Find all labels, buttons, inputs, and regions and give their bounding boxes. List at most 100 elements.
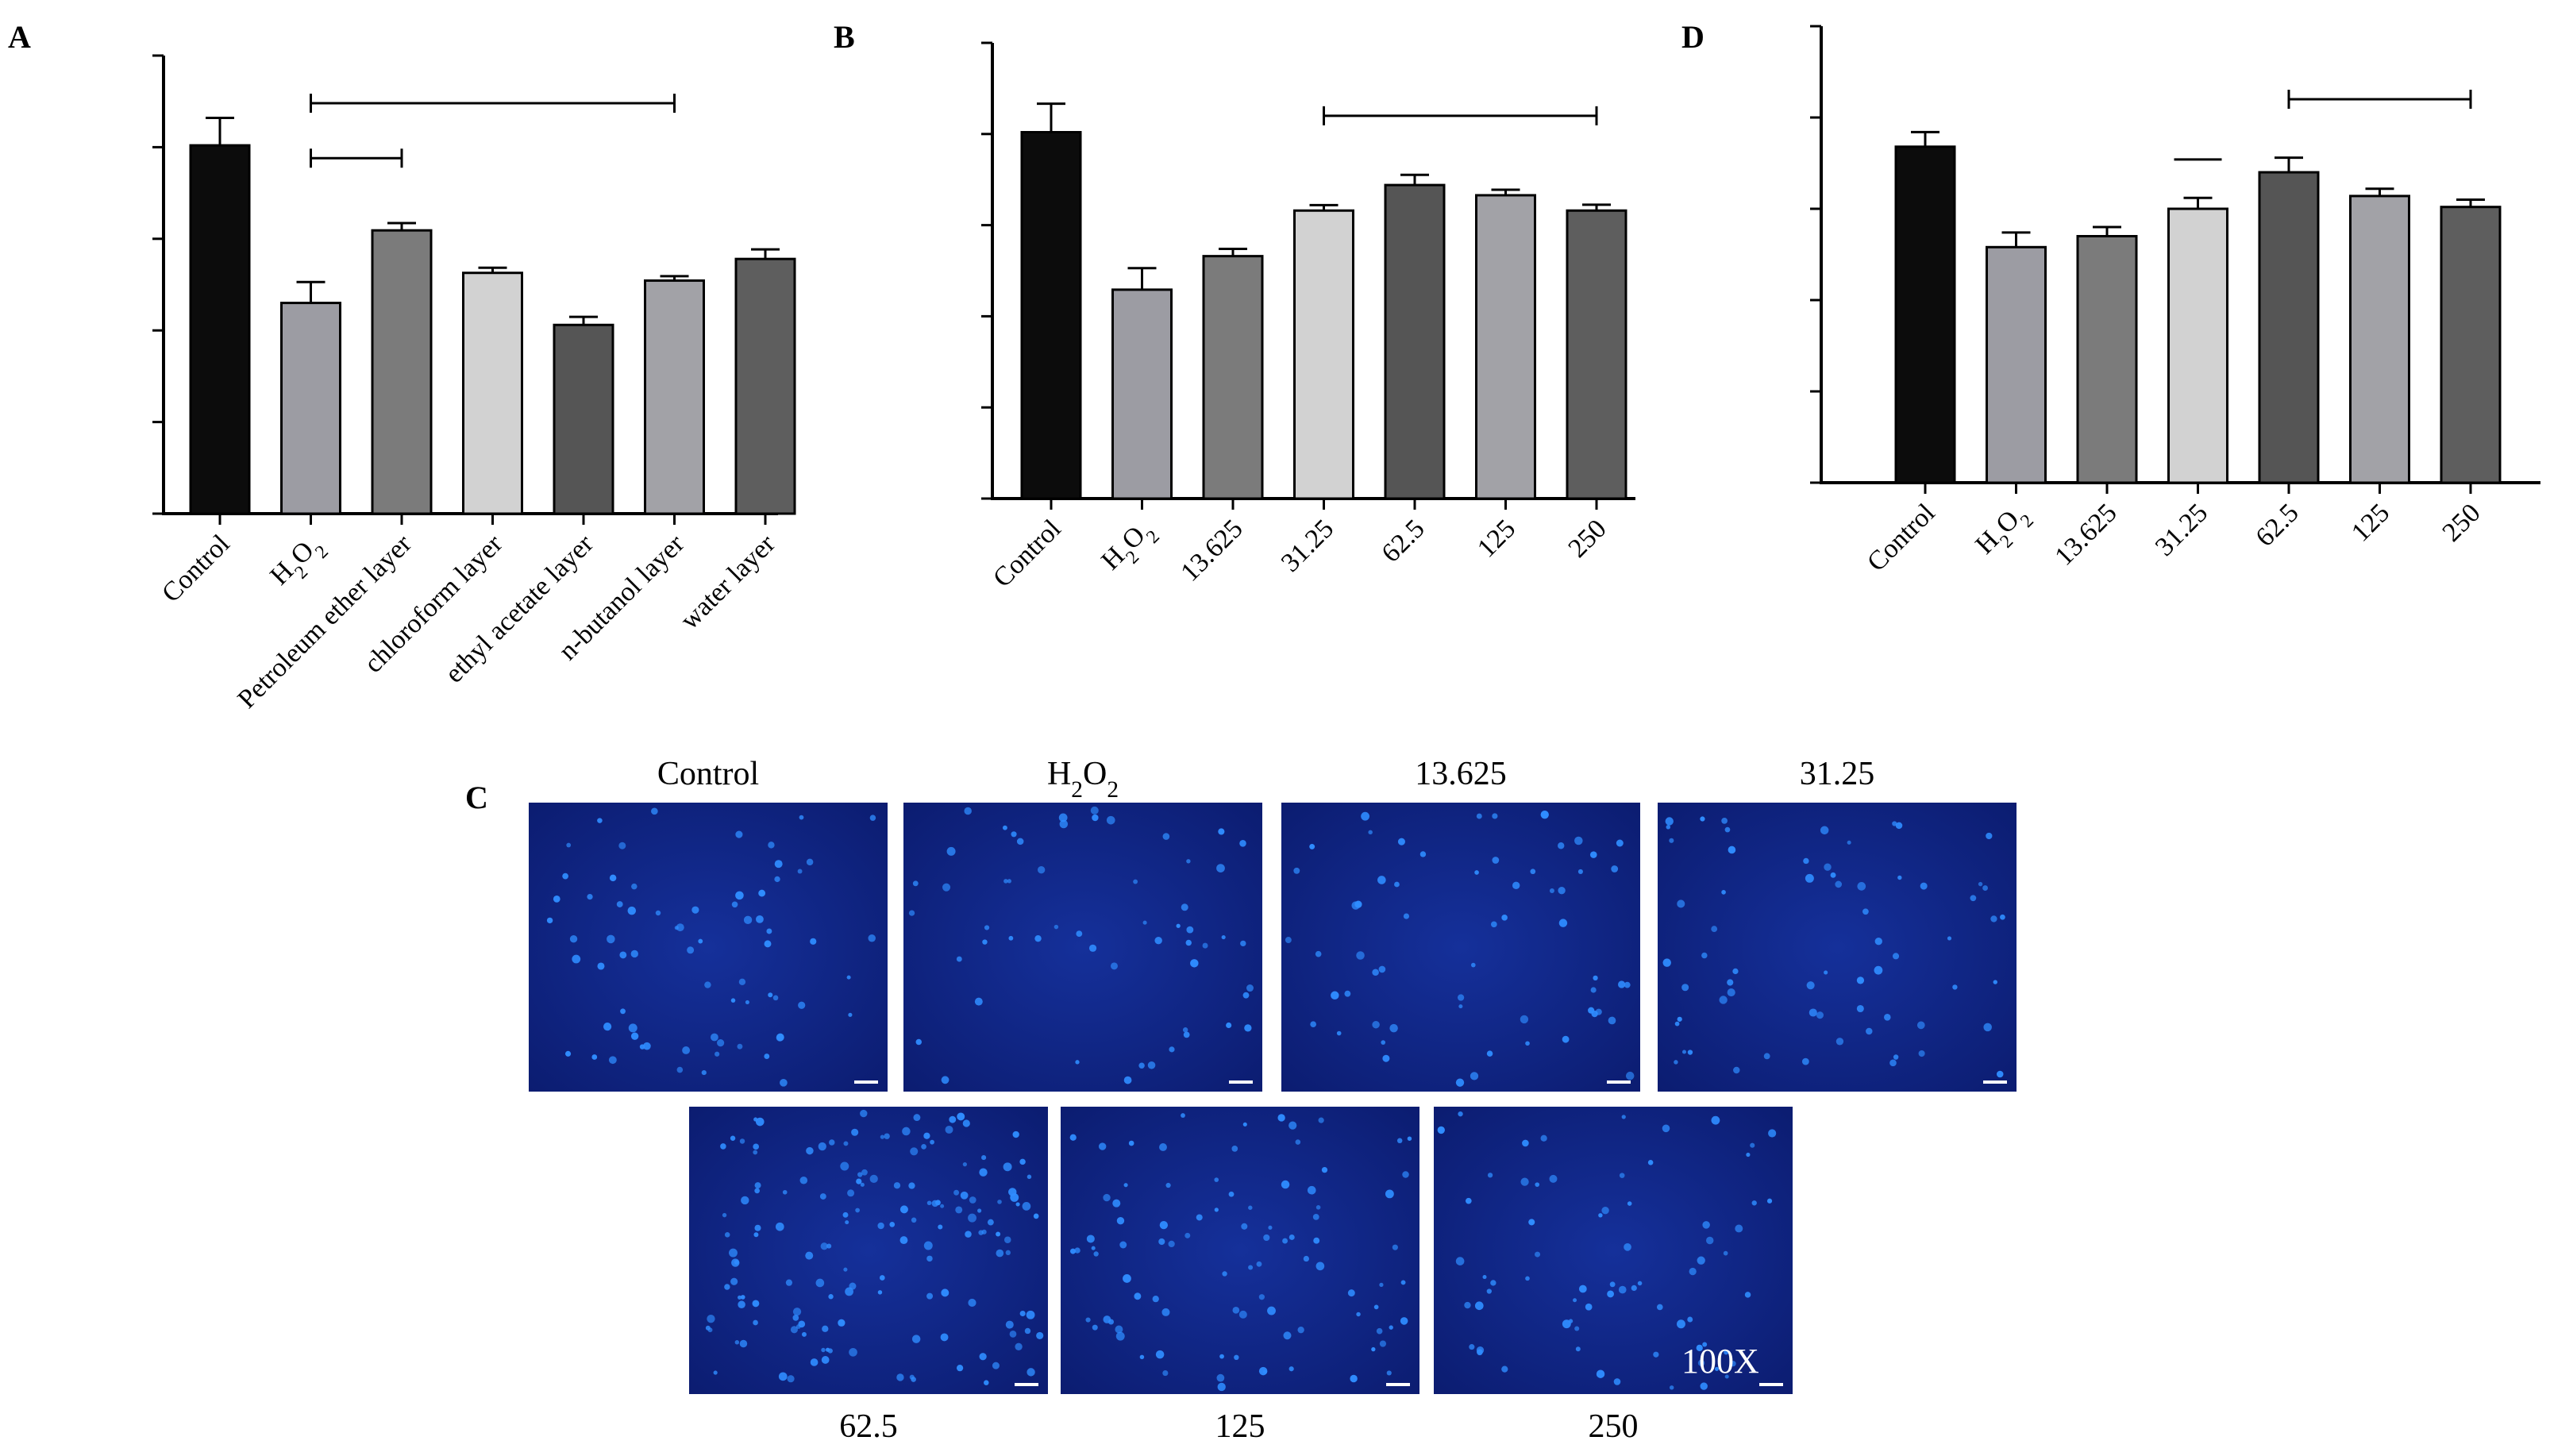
nucleus	[1455, 1078, 1465, 1087]
chart-d-category-label: H2O2	[1970, 498, 2038, 566]
nucleus	[855, 1208, 860, 1213]
nucleus	[1027, 1174, 1032, 1180]
nucleus	[1830, 872, 1836, 878]
nucleus	[1133, 879, 1138, 884]
nucleus	[846, 975, 851, 980]
nucleus	[926, 1255, 933, 1262]
nucleus	[1281, 1180, 1290, 1189]
nucleus	[738, 1295, 742, 1300]
nucleus	[792, 1308, 802, 1316]
nucleus	[715, 1051, 720, 1057]
nucleus	[979, 1168, 988, 1177]
nucleus	[724, 1284, 730, 1290]
nucleus	[805, 1251, 814, 1260]
nucleus	[1196, 1214, 1203, 1221]
nucleus	[1244, 1024, 1252, 1032]
nucleus	[1015, 1342, 1023, 1350]
nucleus	[1256, 1261, 1262, 1267]
nucleus	[953, 1189, 960, 1196]
nucleus	[1625, 1071, 1635, 1080]
nucleus	[1371, 1346, 1376, 1352]
nucleus	[1123, 1183, 1128, 1188]
nucleus	[1637, 1281, 1643, 1286]
nucleus	[741, 1196, 749, 1205]
nucleus	[630, 1032, 639, 1040]
nucleus	[676, 923, 684, 932]
nucleus	[682, 1046, 691, 1054]
nucleus	[1379, 1340, 1386, 1347]
nucleus	[1222, 1271, 1227, 1277]
nucleus	[938, 1224, 943, 1230]
nucleus	[1315, 1204, 1321, 1210]
nucleus	[1115, 1325, 1123, 1334]
nucleus	[1382, 1054, 1390, 1062]
nucleus	[564, 1050, 572, 1057]
micrograph-background	[903, 803, 1262, 1092]
nucleus	[1216, 1373, 1225, 1382]
nucleus	[1123, 1076, 1132, 1084]
micrograph-label: 250	[1589, 1408, 1639, 1445]
nucleus	[752, 1300, 760, 1308]
nucleus	[730, 1135, 736, 1141]
nucleus	[1611, 865, 1619, 872]
nucleus	[1372, 969, 1379, 976]
nucleus	[701, 1069, 707, 1076]
nucleus	[546, 917, 553, 924]
nucleus	[1711, 926, 1718, 932]
nucleus	[908, 910, 915, 916]
nucleus	[707, 1327, 713, 1333]
nucleus	[1024, 1327, 1031, 1335]
nucleus	[711, 1033, 718, 1042]
nucleus	[810, 1358, 819, 1366]
nucleus	[910, 1147, 919, 1156]
nucleus	[1373, 1304, 1379, 1310]
nucleus	[1098, 1142, 1107, 1150]
nucleus	[1315, 1261, 1325, 1271]
nucleus	[1377, 876, 1386, 884]
micrograph-label: Control	[657, 756, 759, 792]
nucleus	[1154, 936, 1162, 945]
chart-d-bar	[2258, 171, 2320, 484]
nucleus	[955, 1206, 963, 1214]
nucleus	[1162, 833, 1170, 840]
nucleus	[1116, 1217, 1125, 1225]
nucleus	[1086, 1235, 1095, 1243]
magnification-label: 100X	[1681, 1342, 1759, 1381]
nucleus	[1677, 899, 1685, 908]
nucleus	[1219, 1354, 1224, 1359]
chart-d-category-label: 13.625	[2049, 498, 2122, 571]
nucleus	[764, 1053, 770, 1059]
nucleus	[861, 1169, 868, 1176]
nucleus	[1568, 1319, 1574, 1323]
nucleus	[766, 928, 772, 934]
nucleus	[1476, 1346, 1485, 1354]
nucleus	[1248, 1205, 1253, 1210]
nucleus	[1751, 1200, 1757, 1206]
nucleus	[984, 925, 990, 930]
nucleus	[1216, 864, 1225, 872]
nucleus	[815, 1278, 825, 1288]
nucleus	[843, 1267, 848, 1272]
nucleus	[1689, 1267, 1697, 1276]
nucleus	[785, 1279, 793, 1286]
micrograph-background	[529, 803, 888, 1092]
nucleus	[1234, 1354, 1239, 1361]
chart-d-category-label: Control	[1862, 498, 1941, 577]
nucleus	[1242, 992, 1250, 999]
chart-b-category-label: H2O2	[1096, 514, 1164, 582]
nucleus	[1321, 1166, 1328, 1173]
nucleus	[902, 1127, 911, 1136]
chart-d-bar	[2076, 235, 2138, 484]
nucleus	[739, 1339, 748, 1348]
nucleus	[1012, 1131, 1019, 1138]
nucleus	[842, 1211, 849, 1218]
nucleus	[997, 1200, 1002, 1204]
nucleus	[879, 1275, 885, 1281]
nucleus	[982, 939, 988, 945]
nucleus	[780, 1078, 788, 1087]
nucleus	[1347, 1289, 1355, 1297]
nucleus	[926, 1200, 932, 1206]
nucleus	[1681, 1050, 1687, 1054]
nucleus	[707, 1314, 715, 1323]
nucleus	[753, 1232, 759, 1238]
